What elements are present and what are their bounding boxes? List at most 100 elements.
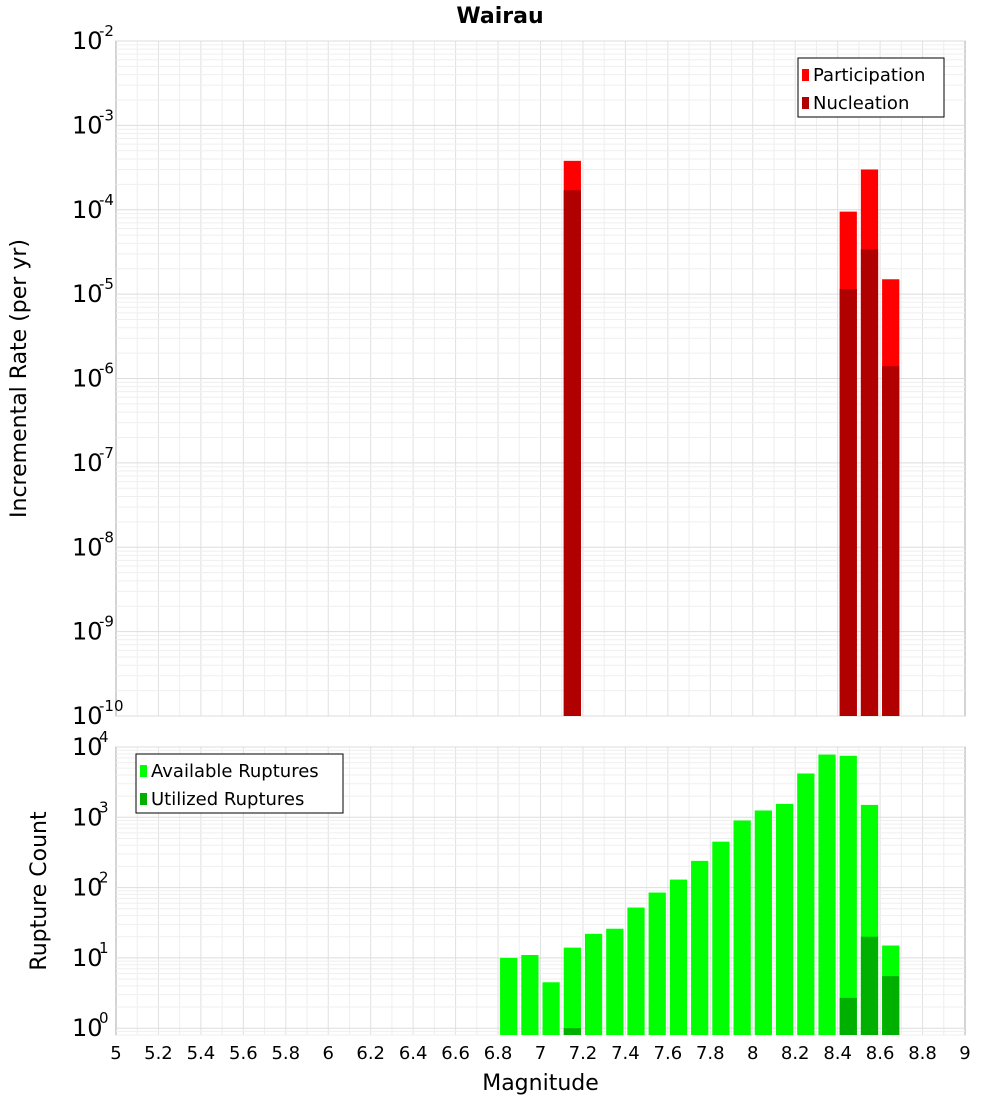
nucleation-bar <box>882 366 900 716</box>
nucleation-bar <box>563 190 581 716</box>
y-tick-label: 103 <box>72 798 109 831</box>
x-axis-label: Magnitude <box>482 1071 599 1096</box>
legend-label: Utilized Ruptures <box>151 789 304 810</box>
available-ruptures-bar <box>797 773 815 1035</box>
available-ruptures-bar <box>627 907 645 1035</box>
y-tick-exponent: 3 <box>99 798 109 816</box>
x-tick-label: 8.8 <box>908 1043 937 1064</box>
legend-label: Available Ruptures <box>151 761 319 782</box>
rate-y-axis-label: Incremental Rate (per yr) <box>7 239 32 518</box>
available-ruptures-bar <box>818 754 836 1035</box>
legend-item[interactable]: Nucleation <box>802 93 909 114</box>
x-tick-label: 5.4 <box>187 1043 216 1064</box>
available-ruptures-bar <box>669 879 688 1035</box>
y-tick-exponent: 0 <box>99 1009 109 1027</box>
y-tick-label: 10-2 <box>72 22 114 55</box>
y-tick-base: 10 <box>72 111 103 139</box>
y-tick-label: 10-9 <box>72 613 114 646</box>
y-tick-exponent: -6 <box>99 360 114 378</box>
y-tick-label: 101 <box>72 939 109 972</box>
utilized-ruptures-bar <box>563 1028 581 1035</box>
y-tick-label: 10-7 <box>72 444 114 477</box>
x-tick-label: 8 <box>747 1043 758 1064</box>
available-ruptures-bar <box>733 820 751 1035</box>
x-tick-label: 6.2 <box>356 1043 385 1064</box>
legend-swatch <box>140 793 147 805</box>
y-tick-base: 10 <box>72 944 103 972</box>
y-tick-base: 10 <box>72 618 103 646</box>
y-tick-exponent: 2 <box>99 869 109 887</box>
x-tick-label: 6.6 <box>441 1043 470 1064</box>
utilized-ruptures-bar <box>839 997 857 1035</box>
y-tick-exponent: -10 <box>99 697 124 715</box>
y-tick-base: 10 <box>72 702 103 730</box>
y-tick-base: 10 <box>72 365 103 393</box>
y-tick-label: 10-10 <box>72 697 124 730</box>
count-bars <box>500 754 900 1035</box>
available-ruptures-bar <box>754 810 772 1035</box>
y-tick-label: 100 <box>72 1009 109 1042</box>
legend-item[interactable]: Utilized Ruptures <box>140 789 304 810</box>
utilized-ruptures-bar <box>882 976 900 1035</box>
y-tick-base: 10 <box>72 874 103 902</box>
y-tick-label: 10-6 <box>72 360 114 393</box>
legend-label: Nucleation <box>813 93 909 114</box>
rate-legend[interactable]: Participation Nucleation <box>797 57 945 118</box>
x-tick-label: 6.8 <box>484 1043 513 1064</box>
y-tick-base: 10 <box>72 280 103 308</box>
x-tick-label: 5 <box>110 1043 121 1064</box>
legend-swatch <box>802 97 809 109</box>
x-tick-label: 5.6 <box>229 1043 258 1064</box>
legend-box <box>135 753 344 814</box>
y-tick-base: 10 <box>72 803 103 831</box>
y-tick-label: 10-5 <box>72 275 114 308</box>
legend-swatch <box>802 69 809 81</box>
x-tick-label: 7.6 <box>654 1043 683 1064</box>
x-tick-label: 6.4 <box>399 1043 428 1064</box>
y-tick-base: 10 <box>72 27 103 55</box>
x-tick-label: 9 <box>959 1043 970 1064</box>
x-tick-label: 5.8 <box>271 1043 300 1064</box>
legend-item[interactable]: Available Ruptures <box>140 761 319 782</box>
y-tick-exponent: 4 <box>99 728 109 746</box>
legend-label: Participation <box>813 65 925 86</box>
x-tick-label: 7.2 <box>569 1043 598 1064</box>
x-tick-label: 7.8 <box>696 1043 725 1064</box>
chart-title: Wairau <box>456 4 543 29</box>
available-ruptures-bar <box>521 954 539 1035</box>
x-tick-label: 6 <box>323 1043 334 1064</box>
y-tick-base: 10 <box>72 733 103 761</box>
y-tick-exponent: -2 <box>99 22 114 40</box>
y-tick-exponent: -7 <box>99 444 114 462</box>
available-ruptures-bar <box>563 947 581 1035</box>
y-tick-exponent: -4 <box>99 191 114 209</box>
y-tick-base: 10 <box>72 1014 103 1042</box>
y-tick-exponent: -9 <box>99 613 114 631</box>
y-tick-label: 104 <box>72 728 109 761</box>
nucleation-bar <box>860 249 879 716</box>
legend-box <box>797 57 945 118</box>
legend-swatch <box>140 765 147 777</box>
utilized-ruptures-bar <box>860 936 879 1035</box>
y-tick-label: 10-3 <box>72 106 114 139</box>
y-tick-exponent: -8 <box>99 528 114 546</box>
y-tick-base: 10 <box>72 533 103 561</box>
rate-bars <box>563 160 900 717</box>
legend-item[interactable]: Participation <box>802 65 925 86</box>
y-tick-exponent: -3 <box>99 106 114 124</box>
y-tick-exponent: 1 <box>99 939 109 957</box>
y-tick-label: 102 <box>72 869 109 902</box>
available-ruptures-bar <box>712 841 730 1035</box>
x-tick-label: 7.4 <box>611 1043 640 1064</box>
x-tick-label: 7 <box>535 1043 546 1064</box>
y-tick-exponent: -5 <box>99 275 114 293</box>
y-tick-base: 10 <box>72 196 103 224</box>
y-tick-base: 10 <box>72 449 103 477</box>
available-ruptures-bar <box>839 755 857 1035</box>
y-tick-label: 10-4 <box>72 191 114 224</box>
count-legend[interactable]: Available Ruptures Utilized Ruptures <box>135 753 344 814</box>
available-ruptures-bar <box>500 957 518 1035</box>
